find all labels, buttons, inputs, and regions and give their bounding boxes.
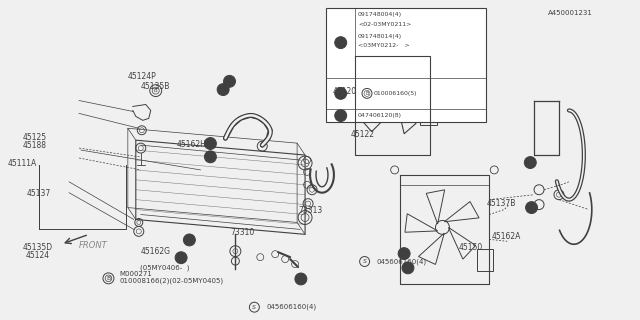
Text: 45124P: 45124P [127,72,156,81]
Text: 45135D: 45135D [22,243,52,252]
Text: 45162H: 45162H [177,140,207,149]
Circle shape [524,156,536,169]
Text: 2: 2 [339,89,343,98]
Text: 091748004(4): 091748004(4) [358,12,402,17]
Text: 3: 3 [227,77,232,86]
Text: 2: 2 [402,249,406,258]
Text: 2: 2 [529,203,534,212]
Text: 045606160(4): 045606160(4) [266,304,317,310]
Text: 010008166(2)(02-05MY0405): 010008166(2)(02-05MY0405) [119,277,223,284]
Text: 3: 3 [221,85,225,94]
Text: 1: 1 [208,139,212,148]
Text: 45125: 45125 [22,133,47,142]
Text: 091748014(4): 091748014(4) [358,34,402,38]
Text: 45120: 45120 [333,87,357,96]
Text: 3: 3 [339,111,343,120]
Text: M000271: M000271 [119,271,152,277]
Text: 2: 2 [406,263,410,272]
Circle shape [295,273,307,285]
Text: A450001231: A450001231 [548,11,593,16]
Text: 45162A: 45162A [492,232,522,241]
Text: 010006160(5): 010006160(5) [374,91,417,96]
Bar [477,249,493,271]
Text: B: B [106,276,111,281]
Text: 045606160(4): 045606160(4) [376,258,426,265]
Text: 047406120(8): 047406120(8) [358,113,402,118]
Text: 73310: 73310 [231,228,255,237]
Circle shape [217,84,229,96]
Circle shape [335,87,347,99]
Text: 2: 2 [528,158,532,167]
Text: 45135B: 45135B [140,82,170,91]
Text: 1: 1 [339,38,343,47]
Text: 45122: 45122 [351,130,374,139]
Text: FRONT: FRONT [79,241,108,250]
Circle shape [335,110,347,122]
Circle shape [184,234,195,246]
Circle shape [402,262,414,274]
Circle shape [204,138,216,149]
Text: S: S [363,259,367,264]
Text: 45137: 45137 [27,189,51,198]
Text: 2: 2 [298,275,303,284]
Circle shape [525,202,538,213]
Text: <02-03MY0211>: <02-03MY0211> [358,22,412,27]
Text: 45162G: 45162G [140,247,170,257]
Text: 1: 1 [187,236,192,244]
Text: 73313: 73313 [298,206,323,215]
Text: 45137B: 45137B [487,199,516,208]
Text: 45150: 45150 [459,243,483,252]
Text: 45111A: 45111A [8,159,37,168]
Text: B: B [154,88,157,93]
Text: B: B [365,91,369,96]
Circle shape [204,151,216,163]
Text: 45188: 45188 [22,141,47,150]
Circle shape [175,252,187,264]
Text: 1: 1 [208,152,212,161]
Text: <03MY0212-   >: <03MY0212- > [358,44,410,48]
Circle shape [335,37,347,49]
Bar [326,8,486,122]
Text: 45124: 45124 [26,251,50,260]
Text: 1: 1 [179,253,184,262]
Circle shape [223,76,236,87]
Text: (05MY0406-  ): (05MY0406- ) [140,265,190,271]
Text: S: S [252,305,257,310]
Bar [420,100,438,125]
Circle shape [398,248,410,260]
